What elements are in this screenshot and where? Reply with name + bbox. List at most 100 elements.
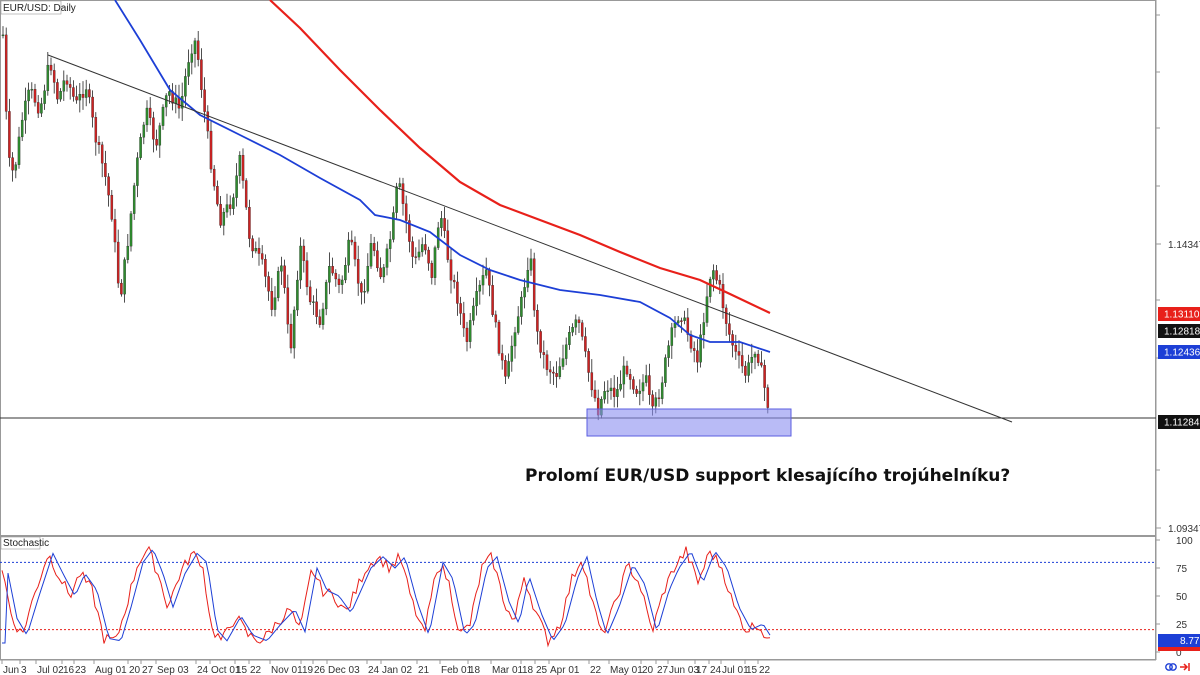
candle-body xyxy=(222,211,226,226)
stoch-tick-label: 0 xyxy=(1176,648,1182,659)
candle-body xyxy=(622,365,626,385)
candle-body xyxy=(644,375,648,383)
candle-body xyxy=(670,327,674,346)
candle-body xyxy=(324,282,328,310)
candle-body xyxy=(347,239,350,266)
candle-body xyxy=(318,316,322,325)
stoch-panel-frame xyxy=(0,536,1156,660)
candle-body xyxy=(337,278,341,285)
x-tick-label: 27 xyxy=(142,665,154,675)
candle-body xyxy=(376,250,379,269)
candle-body xyxy=(260,253,264,260)
link-icon[interactable] xyxy=(1165,663,1177,671)
candle-body xyxy=(107,176,110,196)
candle-body xyxy=(244,180,248,208)
candle-body xyxy=(456,281,459,304)
candle-body xyxy=(548,369,552,373)
candle-body xyxy=(203,89,206,112)
candle-body xyxy=(43,90,46,104)
candle-body xyxy=(334,272,338,280)
x-tick-label: 22 xyxy=(759,665,771,675)
candle-body xyxy=(100,144,104,164)
candle-body xyxy=(705,296,709,323)
candle-body xyxy=(488,269,491,286)
candle-body xyxy=(590,372,594,391)
candle-body xyxy=(491,285,494,315)
candle-body xyxy=(760,362,763,366)
candle-body xyxy=(427,249,430,264)
candle-body xyxy=(62,80,66,92)
candle-body xyxy=(366,266,370,292)
candle-body xyxy=(340,279,344,285)
arrow-right-icon[interactable] xyxy=(1180,663,1190,671)
candle-body xyxy=(513,332,517,347)
candle-body xyxy=(401,183,405,204)
candle-body xyxy=(443,218,446,231)
candle-body xyxy=(280,265,283,272)
candle-body xyxy=(433,247,437,278)
candle-body xyxy=(561,358,565,367)
x-tick-label: 24 xyxy=(197,665,209,675)
candle-body xyxy=(360,283,363,293)
candle-body xyxy=(475,291,478,307)
candle-body xyxy=(404,203,408,221)
candle-body xyxy=(81,94,85,98)
candle-body xyxy=(251,238,254,252)
candle-body xyxy=(331,266,334,274)
candle-body xyxy=(302,245,306,261)
x-tick-label: 21 xyxy=(418,665,430,675)
candle-body xyxy=(632,379,635,390)
candle-body xyxy=(523,287,526,298)
x-tick-label: 26 xyxy=(314,665,326,675)
candle-body xyxy=(270,291,274,310)
x-tick-label: 22 xyxy=(250,665,262,675)
candle-body xyxy=(724,307,728,324)
candle-body xyxy=(628,374,632,380)
candle-body xyxy=(30,89,34,91)
candle-body xyxy=(619,383,622,390)
candle-body xyxy=(692,348,696,351)
candle-body xyxy=(148,107,152,118)
stoch-title-bg xyxy=(0,536,41,550)
y-tick-label: 1.14347 xyxy=(1168,240,1200,251)
candle-body xyxy=(616,389,619,397)
candle-body xyxy=(36,102,40,114)
candle-body xyxy=(392,212,395,240)
candle-body xyxy=(504,360,507,377)
candle-body xyxy=(651,394,654,407)
candle-body xyxy=(507,361,510,377)
candle-body xyxy=(145,107,149,126)
candle-body xyxy=(648,375,651,395)
x-tick-label: 25 xyxy=(536,665,548,675)
candle-body xyxy=(481,275,485,286)
candle-body xyxy=(680,320,683,322)
candle-body xyxy=(580,322,584,337)
candle-body xyxy=(129,213,133,247)
candle-body xyxy=(65,80,69,85)
candle-body xyxy=(94,117,98,143)
x-tick-label: 23 xyxy=(75,665,87,675)
candle-body xyxy=(721,284,725,309)
price-label-bg xyxy=(1158,324,1200,338)
candle-body xyxy=(369,243,373,267)
candle-body xyxy=(472,305,475,321)
candle-body xyxy=(219,203,222,226)
candle-body xyxy=(59,91,62,100)
x-tick-label: Jul 01 xyxy=(722,665,749,675)
candle-body xyxy=(238,155,242,176)
y-tick-label: 1.09347 xyxy=(1168,524,1200,535)
candle-body xyxy=(353,241,357,260)
candle-body xyxy=(88,89,91,98)
candle-body xyxy=(168,91,171,96)
candle-body xyxy=(136,157,139,186)
support-zone[interactable] xyxy=(586,408,792,437)
candle-body xyxy=(593,389,597,399)
x-tick-label: Sep 03 xyxy=(157,665,189,675)
candle-body xyxy=(712,270,715,280)
candle-body xyxy=(27,89,30,102)
candle-body xyxy=(728,323,731,335)
candle-body xyxy=(577,319,581,323)
candle-body xyxy=(299,245,302,281)
candle-body xyxy=(558,366,562,377)
stoch-tick-label: 25 xyxy=(1176,620,1188,631)
